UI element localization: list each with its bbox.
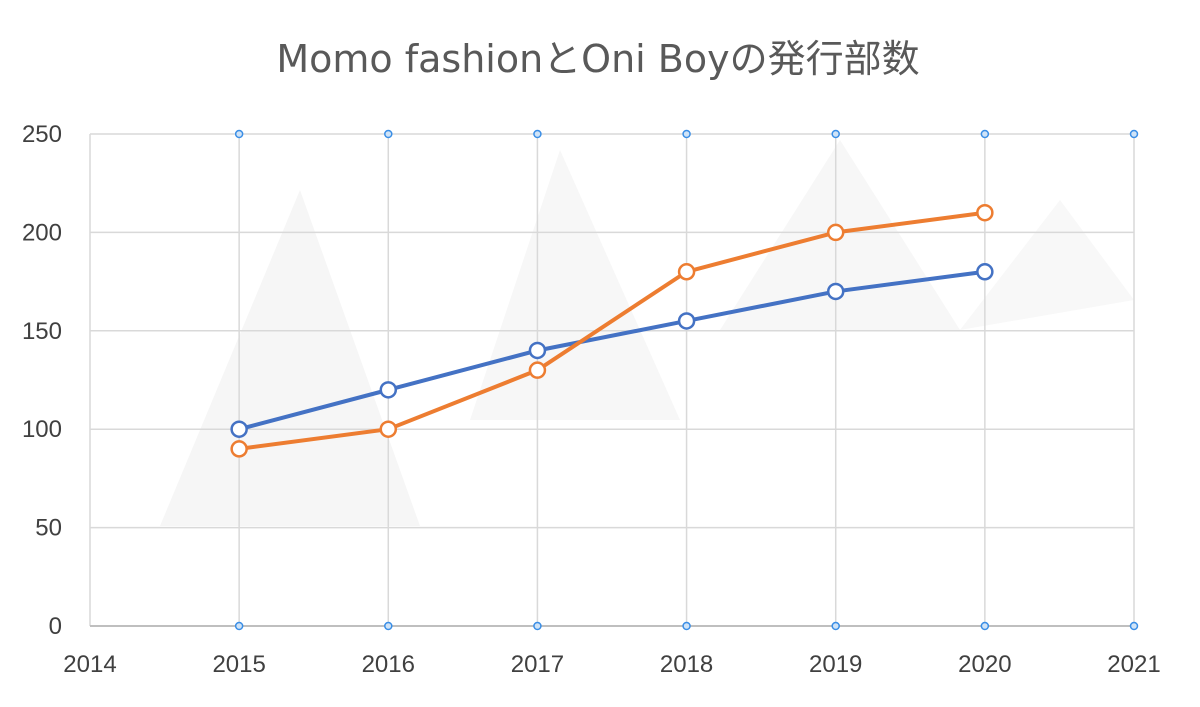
gridline-handle (1129, 129, 1139, 139)
gridline-handle (533, 129, 542, 139)
series-lines (237, 210, 987, 451)
gridline-handle (682, 129, 691, 139)
series-1-line (237, 269, 987, 432)
gridline-handle (980, 129, 990, 139)
chart-background (160, 140, 1134, 526)
y-tick-label: 100 (22, 416, 62, 443)
gridline-handle (384, 621, 393, 631)
selection-handles (234, 129, 1139, 631)
y-tick-label: 0 (49, 613, 62, 640)
series-2-point (230, 440, 248, 458)
series-markers (230, 203, 994, 458)
x-tick-label: 2020 (958, 651, 1011, 678)
y-tick-label: 200 (22, 219, 62, 246)
gridline-handle (234, 621, 244, 631)
gridline-handle (1129, 621, 1139, 631)
series-2-point (826, 223, 845, 242)
gridline-handle (234, 129, 244, 139)
chart-title: Momo fashionとOni Boyの発行部数 (276, 37, 919, 81)
tick-labels: 0 50 100 150 200 250 2014 2015 2016 2017 2018 2019 2… (22, 121, 1161, 678)
gridline-handle (682, 621, 691, 631)
series-2-point (677, 263, 696, 281)
gridlines (89, 133, 1135, 626)
y-tick-label: 50 (35, 515, 62, 542)
series-1-point (976, 263, 994, 281)
gridline-handle (980, 621, 990, 631)
series-1-point (528, 341, 547, 360)
series-1-point (379, 381, 398, 399)
x-tick-label: 2021 (1107, 651, 1160, 678)
x-tick-label: 2015 (212, 651, 265, 678)
gridline-handle (831, 621, 840, 631)
gridline-handle (384, 129, 393, 139)
series-1-point (826, 282, 845, 301)
gridline-handle (533, 621, 542, 631)
background-shape (960, 200, 1134, 330)
background-shape (160, 190, 420, 526)
x-tick-label: 2018 (660, 651, 713, 678)
series-1-point (677, 312, 696, 330)
series-2-point (379, 420, 398, 438)
x-tick-label: 2019 (809, 651, 862, 678)
x-tick-label: 2014 (63, 651, 116, 678)
x-tick-label: 2016 (362, 651, 415, 678)
series-2-point (528, 361, 547, 379)
x-tick-label: 2017 (511, 651, 564, 678)
series-2-point (976, 203, 994, 222)
background-shape (470, 150, 680, 420)
y-tick-label: 250 (22, 121, 62, 148)
y-tick-label: 150 (22, 318, 62, 345)
gridline-handle (831, 129, 840, 139)
series-2-line (237, 210, 987, 451)
series-1-point (230, 420, 248, 438)
